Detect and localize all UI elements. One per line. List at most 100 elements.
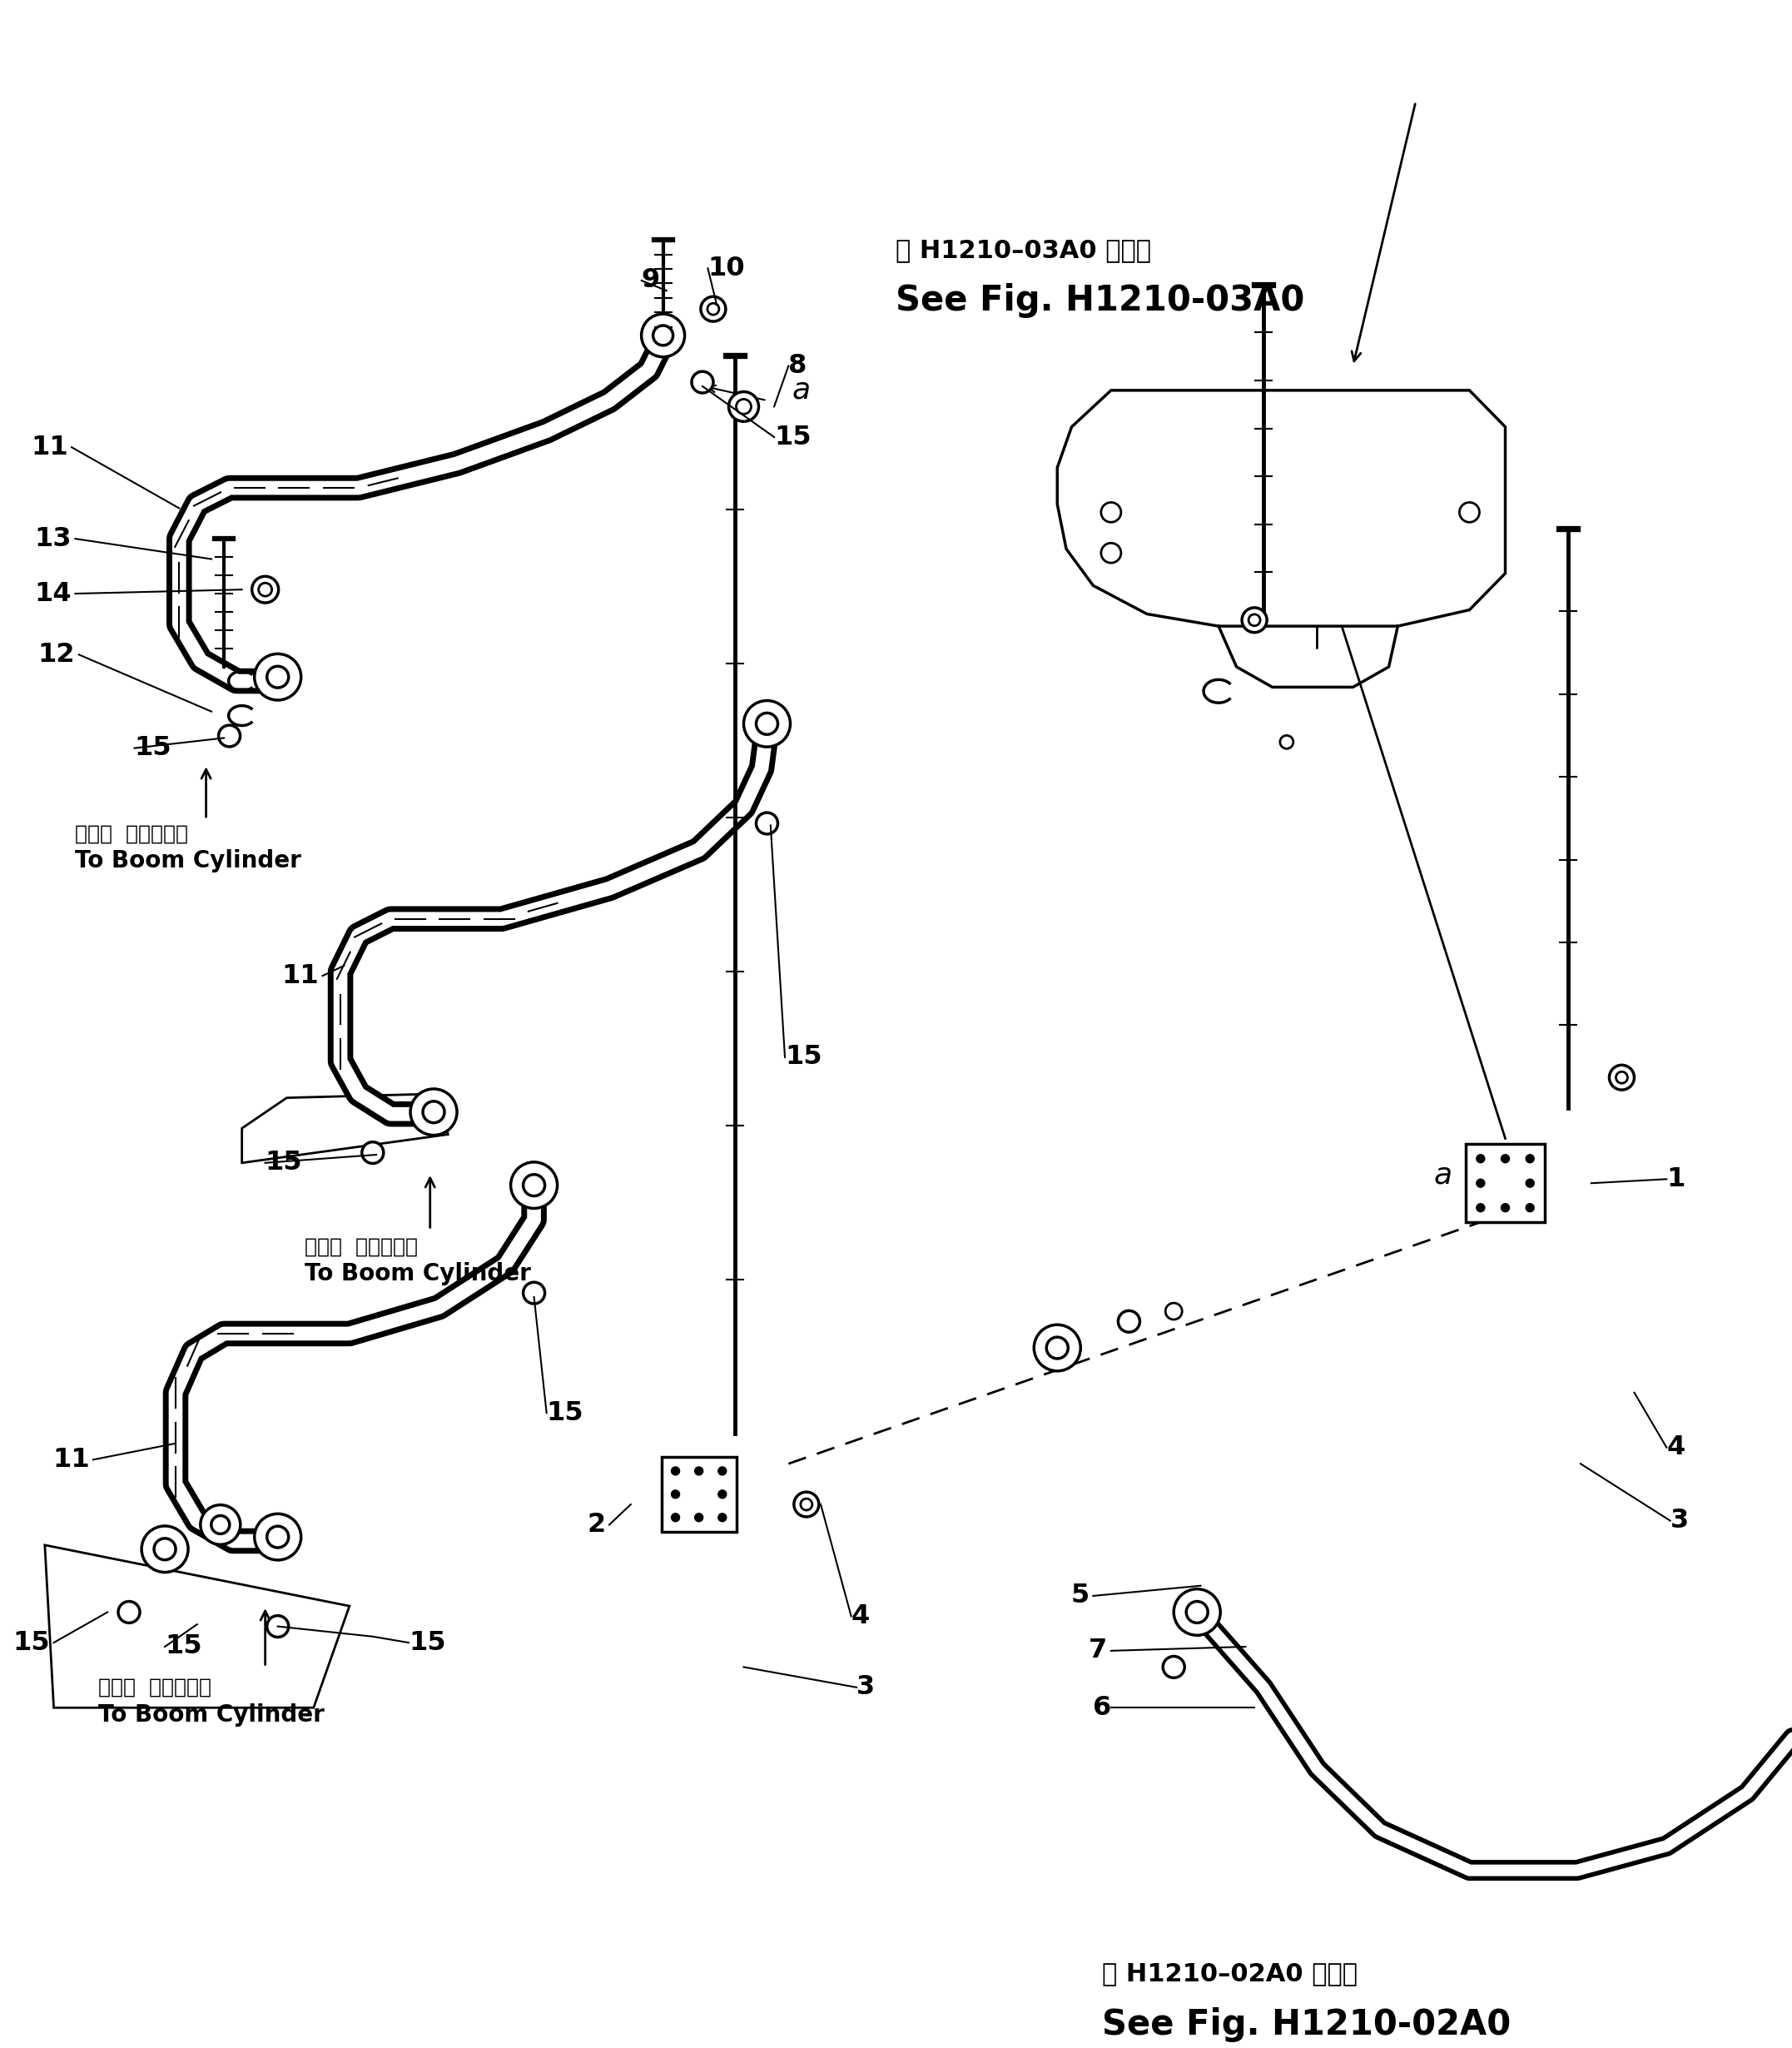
Circle shape — [142, 1526, 188, 1573]
Circle shape — [1242, 608, 1267, 633]
Text: 15: 15 — [13, 1630, 50, 1655]
Text: See Fig. H1210-03A0: See Fig. H1210-03A0 — [896, 283, 1305, 317]
Circle shape — [672, 1466, 679, 1475]
Circle shape — [254, 653, 301, 700]
Text: 15: 15 — [547, 1401, 584, 1425]
Text: 8: 8 — [788, 352, 806, 379]
Circle shape — [253, 575, 278, 602]
Circle shape — [1525, 1204, 1534, 1212]
Circle shape — [1459, 502, 1480, 522]
Circle shape — [1118, 1311, 1140, 1331]
Circle shape — [737, 399, 751, 414]
Circle shape — [672, 1491, 679, 1499]
Text: 1: 1 — [1667, 1165, 1684, 1192]
Circle shape — [1525, 1155, 1534, 1163]
Polygon shape — [45, 1544, 349, 1708]
Circle shape — [1477, 1180, 1486, 1188]
Circle shape — [1047, 1337, 1068, 1358]
Bar — [661, 1456, 737, 1532]
Circle shape — [258, 584, 272, 596]
Circle shape — [719, 1491, 726, 1499]
Text: a: a — [1434, 1161, 1452, 1190]
Text: 第 H1210–02A0 図参照: 第 H1210–02A0 図参照 — [1102, 1962, 1358, 1987]
Circle shape — [219, 725, 240, 748]
Text: 15: 15 — [409, 1630, 446, 1655]
Circle shape — [708, 303, 719, 315]
Circle shape — [695, 1466, 702, 1475]
Text: 15: 15 — [774, 424, 812, 451]
Text: See Fig. H1210-02A0: See Fig. H1210-02A0 — [1102, 2007, 1511, 2042]
Circle shape — [1174, 1589, 1220, 1634]
Circle shape — [695, 1513, 702, 1522]
Circle shape — [1525, 1180, 1534, 1188]
Text: To Boom Cylinder: To Boom Cylinder — [99, 1704, 324, 1726]
Text: To Boom Cylinder: To Boom Cylinder — [75, 850, 301, 872]
Circle shape — [1477, 1204, 1486, 1212]
Circle shape — [794, 1493, 819, 1518]
Circle shape — [211, 1516, 229, 1534]
Text: 15: 15 — [265, 1151, 303, 1176]
Circle shape — [652, 326, 674, 346]
Circle shape — [719, 1466, 726, 1475]
Polygon shape — [242, 1094, 448, 1163]
Circle shape — [201, 1505, 240, 1544]
Circle shape — [756, 813, 778, 834]
Bar — [1466, 1145, 1545, 1223]
Text: 10: 10 — [708, 256, 745, 281]
Circle shape — [729, 391, 758, 422]
Text: 15: 15 — [134, 735, 172, 762]
Circle shape — [267, 1616, 289, 1636]
Circle shape — [1100, 543, 1122, 563]
Circle shape — [1186, 1602, 1208, 1622]
Circle shape — [1502, 1155, 1509, 1163]
Text: ブーム  シリンダへ: ブーム シリンダへ — [75, 823, 188, 844]
Circle shape — [267, 666, 289, 688]
Text: 2: 2 — [588, 1511, 606, 1538]
Polygon shape — [1057, 391, 1505, 627]
Text: 3: 3 — [1670, 1507, 1688, 1534]
Circle shape — [1249, 614, 1260, 627]
Circle shape — [362, 1143, 383, 1163]
Circle shape — [423, 1102, 444, 1122]
Text: 11: 11 — [281, 963, 319, 989]
Text: 第 H1210–03A0 図参照: 第 H1210–03A0 図参照 — [896, 238, 1152, 262]
Circle shape — [511, 1161, 557, 1208]
Circle shape — [692, 371, 713, 393]
Circle shape — [719, 1513, 726, 1522]
Text: To Boom Cylinder: To Boom Cylinder — [305, 1262, 530, 1286]
Text: 11: 11 — [30, 434, 68, 461]
Circle shape — [642, 313, 685, 356]
Circle shape — [118, 1602, 140, 1622]
Circle shape — [701, 297, 726, 322]
Circle shape — [154, 1538, 176, 1561]
Circle shape — [1100, 502, 1122, 522]
Text: 9: 9 — [642, 268, 659, 293]
Text: 15: 15 — [165, 1634, 202, 1659]
Text: 11: 11 — [52, 1446, 90, 1473]
Circle shape — [1609, 1065, 1634, 1090]
Text: 3: 3 — [857, 1675, 874, 1700]
Text: 4: 4 — [851, 1604, 869, 1628]
Text: 7: 7 — [1090, 1638, 1107, 1663]
Circle shape — [744, 700, 790, 748]
Circle shape — [801, 1499, 812, 1509]
Circle shape — [1616, 1071, 1627, 1083]
Circle shape — [410, 1090, 457, 1135]
Text: ブーム  シリンダへ: ブーム シリンダへ — [305, 1237, 418, 1255]
Text: 13: 13 — [34, 526, 72, 551]
Text: 15: 15 — [785, 1044, 823, 1069]
Circle shape — [523, 1282, 545, 1305]
Circle shape — [672, 1513, 679, 1522]
Circle shape — [1502, 1204, 1509, 1212]
Circle shape — [1279, 735, 1294, 750]
Text: 5: 5 — [1072, 1583, 1090, 1610]
Circle shape — [523, 1174, 545, 1196]
Text: 14: 14 — [34, 582, 72, 606]
Text: ブーム  シリンダへ: ブーム シリンダへ — [99, 1677, 211, 1698]
Text: 4: 4 — [1667, 1434, 1684, 1460]
Circle shape — [756, 713, 778, 735]
Circle shape — [1165, 1303, 1183, 1319]
Circle shape — [267, 1526, 289, 1548]
Circle shape — [1034, 1325, 1081, 1370]
Text: 12: 12 — [38, 641, 75, 668]
